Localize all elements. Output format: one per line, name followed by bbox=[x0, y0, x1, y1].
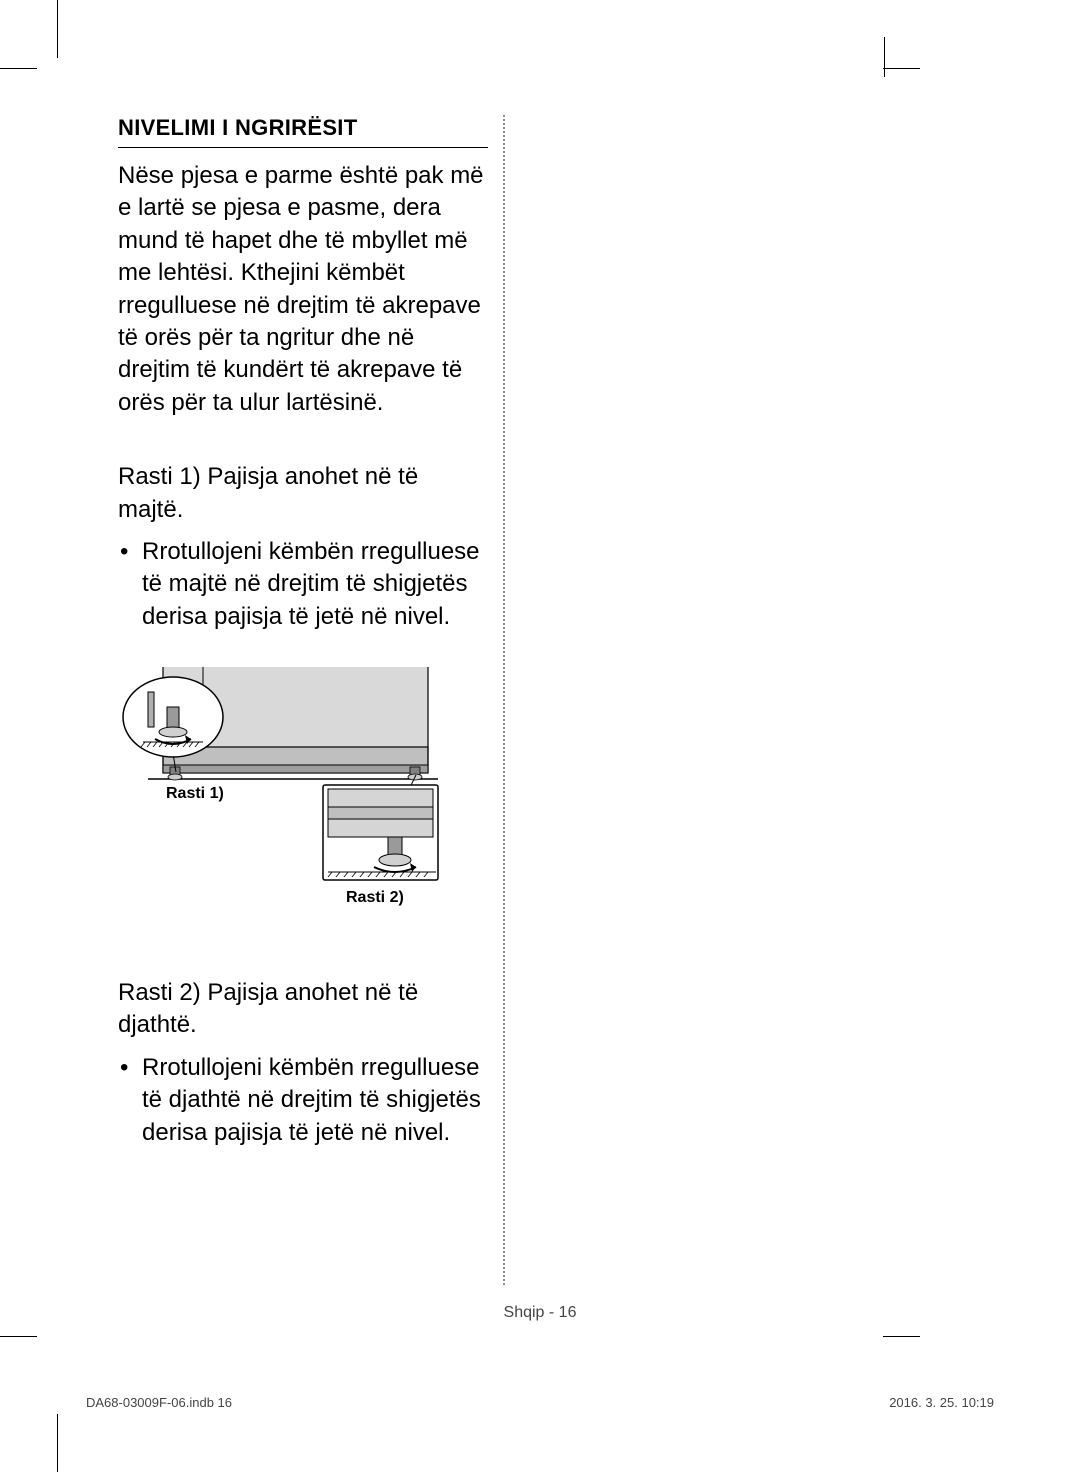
case2-bullet: Rrotullojeni këmbën rregulluese të djath… bbox=[142, 1052, 488, 1149]
section-heading: NIVELIMI I NGRIRËSIT bbox=[118, 115, 488, 148]
crop-mark bbox=[57, 1414, 58, 1472]
case2-heading: Rasti 2) Pajisja anohet në të djathtë. bbox=[118, 977, 488, 1042]
case1-list: Rrotullojeni këmbën rregulluese të majtë… bbox=[118, 536, 488, 633]
crop-mark bbox=[0, 1336, 37, 1337]
figure-label-2: Rasti 2) bbox=[346, 889, 404, 907]
column-divider bbox=[503, 115, 505, 1285]
intro-paragraph: Nëse pjesa e parme është pak më e lartë … bbox=[118, 160, 488, 419]
case1-heading: Rasti 1) Pajisja anohet në të majtë. bbox=[118, 461, 488, 526]
case1-bullet: Rrotullojeni këmbën rregulluese të majtë… bbox=[142, 536, 488, 633]
footer-page-label: Shqip - 16 bbox=[0, 1304, 1080, 1322]
crop-mark bbox=[0, 68, 37, 69]
crop-mark bbox=[884, 37, 885, 77]
crop-mark bbox=[883, 68, 920, 69]
main-column: NIVELIMI I NGRIRËSIT Nëse pjesa e parme … bbox=[118, 115, 488, 1149]
figure-label-1: Rasti 1) bbox=[166, 785, 224, 803]
footer-file-label: DA68-03009F-06.indb 16 bbox=[86, 1395, 232, 1410]
crop-mark bbox=[57, 0, 58, 58]
footer-timestamp: 2016. 3. 25. 10:19 bbox=[889, 1395, 994, 1410]
crop-mark bbox=[883, 1336, 920, 1337]
case2-list: Rrotullojeni këmbën rregulluese të djath… bbox=[118, 1052, 488, 1149]
leveling-figure: Rasti 1) Rasti 2) bbox=[118, 667, 478, 907]
